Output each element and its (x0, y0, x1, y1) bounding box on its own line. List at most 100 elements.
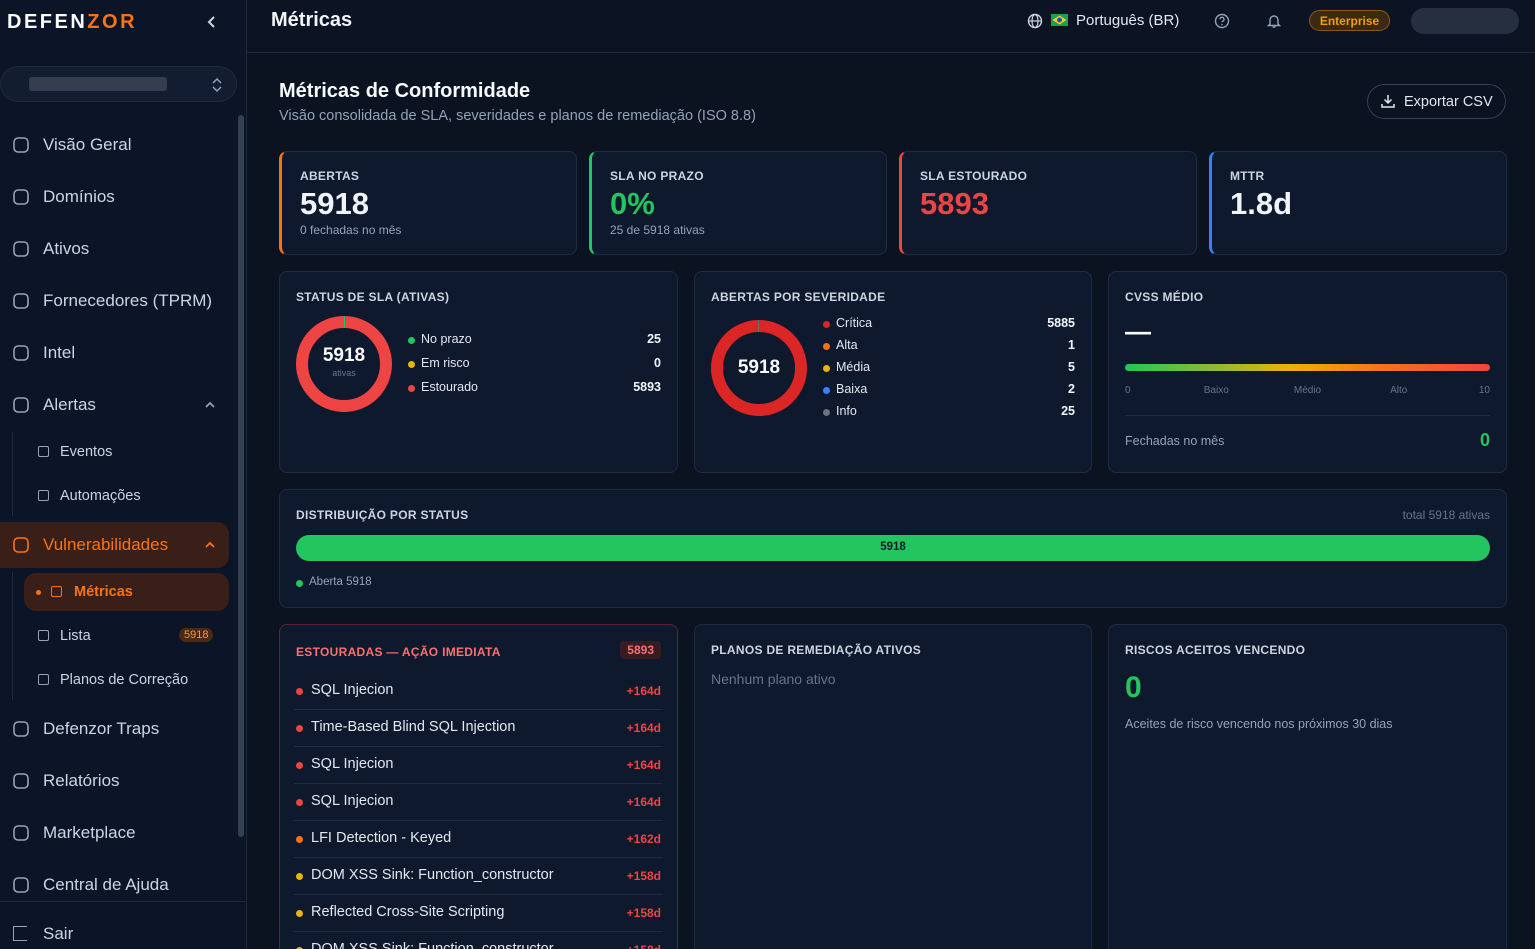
scale-label: Médio (1293, 385, 1322, 396)
severity-dot (296, 947, 303, 949)
risks-card: RISCOS ACEITOS VENCENDO 0 Aceites de risco… (1108, 624, 1507, 949)
finding-name[interactable]: LFI Detection - Keyed (311, 830, 452, 846)
subnav-item[interactable]: Lista (60, 628, 91, 644)
chevron (205, 541, 215, 548)
finding-name[interactable]: SQL Injecion (311, 793, 394, 809)
org-selector[interactable] (0, 66, 237, 102)
logo-part: DEFEN (7, 11, 88, 33)
legend-name: No prazo (421, 332, 472, 346)
nav-icon (13, 721, 29, 737)
collapse-button[interactable] (204, 14, 220, 30)
kpi-card: ABERTAS 5918 0 fechadas no mês (279, 151, 577, 255)
finding-age: +164d (626, 795, 661, 809)
icon-shape (13, 137, 29, 153)
nav-item[interactable]: Domínios (43, 187, 115, 206)
nav-item[interactable]: Alertas (43, 395, 96, 414)
severity-dot (296, 836, 303, 843)
nav-item[interactable]: Vulnerabilidades (43, 535, 169, 554)
chevron (205, 401, 215, 408)
row-divider (294, 931, 663, 932)
subnav-item[interactable]: Métricas (74, 584, 133, 600)
finding-age: +164d (626, 758, 661, 772)
legend-value: 5 (1068, 360, 1075, 374)
severity-dot (296, 873, 303, 880)
sidebar-separator (0, 901, 246, 902)
flag-icon (1051, 14, 1068, 26)
nav-icon (13, 189, 29, 205)
finding-name[interactable]: DOM XSS Sink: Function_constructor (311, 867, 554, 883)
legend-value: 1 (1068, 338, 1075, 352)
card-title: DISTRIBUIÇÃO POR STATUS (296, 508, 469, 522)
finding-name[interactable]: SQL Injecion (311, 682, 394, 698)
nav-item[interactable]: Visão Geral (43, 135, 132, 154)
severity-card: ABERTAS POR SEVERIDADE 5918 Crítica 5885 Alt… (694, 271, 1092, 473)
scale-label: Alto (1390, 385, 1408, 396)
legend-name: Aberta (309, 576, 343, 588)
legend-name: Em risco (421, 356, 470, 370)
finding-name[interactable]: Reflected Cross-Site Scripting (311, 904, 505, 920)
finding-name[interactable]: DOM XSS Sink: Function_constructor (311, 941, 554, 949)
finding-name[interactable]: Time-Based Blind SQL Injection (311, 719, 516, 735)
subnav-item[interactable]: Planos de Correção (60, 672, 189, 688)
icon-shape (13, 825, 29, 841)
kpi-sub: 25 de 5918 ativas (610, 223, 705, 237)
subnav-icon (38, 446, 49, 457)
org-blur (29, 77, 167, 91)
kpi-label: SLA NO PRAZO (610, 169, 704, 183)
scale-label: Baixo (1203, 385, 1229, 396)
subnav-icon (38, 630, 49, 641)
subnav-item[interactable]: Eventos (60, 444, 113, 460)
divider (1125, 415, 1490, 416)
subnav-item[interactable]: Automações (60, 488, 141, 504)
icon-shape (13, 241, 29, 257)
overdue-card: ESTOURADAS — AÇÃO IMEDIATA 5893 SQL Injeci… (279, 624, 678, 949)
legend-dot (823, 343, 830, 350)
row-divider (294, 746, 663, 747)
legend-value: 5885 (1047, 316, 1075, 330)
org-chevron (212, 77, 222, 93)
card-title: PLANOS DE REMEDIAÇÃO ATIVOS (711, 643, 922, 657)
nav-item[interactable]: Intel (43, 343, 76, 362)
distribution-bar: 5918 (296, 535, 1490, 561)
icon-shape (13, 721, 29, 737)
cvss-gradient (1125, 364, 1490, 371)
help-icon[interactable] (1214, 13, 1230, 29)
export-button[interactable]: Exportar CSV (1367, 84, 1506, 119)
language-selector[interactable]: Português (BR) (1076, 12, 1180, 29)
legend-dot (408, 385, 415, 392)
icon-shape (13, 293, 29, 309)
nav-item[interactable]: Central de Ajuda (43, 875, 169, 894)
icon-shape (13, 537, 29, 553)
donut-segment (711, 320, 807, 416)
legend-value: 25 (647, 332, 661, 346)
nav-item[interactable]: Ativos (43, 239, 90, 258)
finding-name[interactable]: SQL Injecion (311, 756, 394, 772)
plans-card: PLANOS DE REMEDIAÇÃO ATIVOS Nenhum plano … (694, 624, 1092, 949)
nav-item[interactable]: Defenzor Traps (43, 719, 160, 738)
legend-name: Estourado (421, 380, 478, 394)
nav-icon (13, 773, 29, 789)
globe-icon[interactable] (1027, 13, 1043, 29)
kpi-value: 5918 (300, 186, 369, 221)
donut-total: 5918 (737, 357, 781, 378)
nav-tree-line (12, 432, 13, 516)
logout[interactable]: Sair (43, 924, 74, 943)
nav-item[interactable]: Fornecedores (TPRM) (43, 291, 213, 310)
sla-card: STATUS DE SLA (ATIVAS) 5918 ativas No prazo… (279, 271, 678, 473)
nav-chevron[interactable] (204, 399, 216, 411)
nav-item[interactable]: Marketplace (43, 823, 136, 842)
nav-icon (13, 926, 27, 941)
subnav-active-bg (24, 573, 229, 611)
legend-name: Baixa (836, 382, 868, 396)
nav-chevron[interactable] (204, 539, 216, 551)
legend-value: 5918 (346, 576, 372, 588)
bell-icon[interactable] (1266, 13, 1282, 29)
scale-label: 0 (1125, 385, 1131, 396)
nav-tree-line (12, 572, 13, 700)
nav-badge: 5918 (179, 628, 214, 642)
finding-age: +164d (626, 684, 661, 698)
nav-item[interactable]: Relatórios (43, 771, 120, 790)
kpi-value: 0% (610, 186, 655, 221)
row-divider (294, 820, 663, 821)
